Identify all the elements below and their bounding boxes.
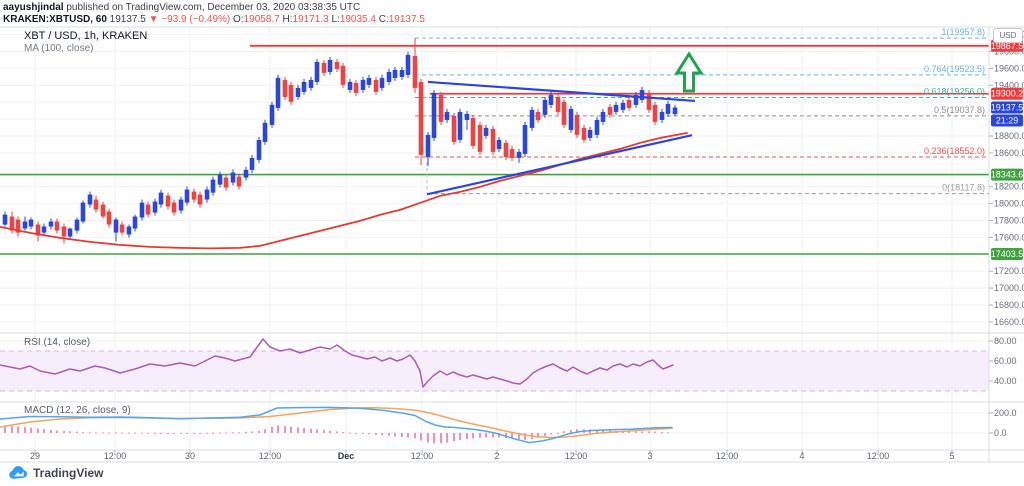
header-text-part: C:	[375, 14, 389, 25]
rsi-line	[0, 338, 674, 388]
svg-text:18800.0: 18800.0	[994, 131, 1024, 141]
svg-text:4: 4	[799, 451, 804, 461]
svg-text:5: 5	[949, 451, 954, 461]
rsi-band	[0, 350, 989, 392]
svg-text:0.764(19523.5): 0.764(19523.5)	[924, 64, 985, 74]
svg-text:0.0: 0.0	[994, 428, 1007, 438]
svg-text:17000.0: 17000.0	[994, 283, 1024, 293]
svg-text:40.00: 40.00	[994, 376, 1017, 386]
svg-text:19867.5: 19867.5	[991, 41, 1024, 51]
macd-series	[0, 406, 673, 444]
panel-separators	[0, 26, 1024, 463]
header-text-part: O:	[230, 14, 244, 25]
svg-text:1(19957.8): 1(19957.8)	[941, 27, 985, 37]
svg-text:17800.0: 17800.0	[994, 216, 1024, 226]
symbol-ohlc-line: KRAKEN:XBTUSD, 60 19137.5 ▼ −93.9 (−0.49…	[3, 14, 425, 25]
svg-text:18000.0: 18000.0	[994, 199, 1024, 209]
svg-text:0.236(18552.0): 0.236(18552.0)	[924, 146, 985, 156]
header-text-part: aayushjindal	[3, 2, 64, 13]
header-text-part: published on TradingView.com, December 0…	[63, 2, 361, 13]
svg-text:21:29: 21:29	[996, 115, 1019, 125]
svg-text:12:00: 12:00	[565, 451, 588, 461]
header-text-part: ▼ −93.9 (−0.49%)	[148, 14, 231, 25]
chart-symbol-title: XBT / USD, 1h, KRAKEN	[24, 30, 148, 42]
tradingview-logo[interactable]: TradingView	[8, 466, 103, 480]
header-text-part: 19137.5	[388, 14, 425, 25]
header-text-part: 19035.4	[339, 14, 376, 25]
ma-indicator-label: MA (100, close)	[24, 43, 94, 54]
header-text-part: 19058.7	[243, 14, 280, 25]
svg-text:Dec: Dec	[338, 451, 355, 461]
time-axis[interactable]: 29 12:00 30 12:00 Dec 12:00 2 12:00 3 12:00 4 12:00…	[30, 450, 955, 461]
svg-text:0.5(19037.8): 0.5(19037.8)	[934, 105, 985, 115]
header-text-part: H:	[279, 14, 293, 25]
svg-text:18600.0: 18600.0	[994, 148, 1024, 158]
trendlines	[426, 80, 696, 196]
header-text-part: 19137.5	[106, 14, 149, 25]
price-axis[interactable]: 20000.019800.019600.019400.018800.018600…	[989, 30, 1024, 438]
svg-text:12:00: 12:00	[411, 451, 434, 461]
svg-text:12:00: 12:00	[867, 451, 890, 461]
ma-line	[0, 132, 688, 250]
svg-text:0(18117.8): 0(18117.8)	[942, 183, 985, 193]
publish-info: aayushjindal published on TradingView.co…	[3, 2, 360, 13]
svg-text:16600.0: 16600.0	[994, 317, 1024, 327]
header-text-part: KRAKEN:XBTUSD, 60	[3, 14, 107, 25]
svg-text:0.618(19256.0): 0.618(19256.0)	[924, 86, 985, 96]
svg-text:12:00: 12:00	[259, 451, 282, 461]
svg-text:18200.0: 18200.0	[994, 182, 1024, 192]
header-text-part: L:	[328, 14, 340, 25]
svg-text:30: 30	[185, 451, 195, 461]
fib-retracement: 1(19957.8) 0.764(19523.5) 0.618(19256.0) 0.…	[415, 27, 989, 195]
tradingview-cloud-icon	[9, 466, 28, 479]
macd-indicator-label: MACD (12, 26, close, 9)	[24, 405, 131, 416]
svg-text:12:00: 12:00	[716, 451, 739, 461]
svg-text:60.00: 60.00	[994, 356, 1017, 366]
candlestick-series	[2, 38, 678, 244]
currency-toggle-button[interactable]: USD	[993, 28, 1023, 43]
svg-text:19600.0: 19600.0	[994, 63, 1024, 73]
svg-text:16800.0: 16800.0	[994, 300, 1024, 310]
svg-text:200.0: 200.0	[994, 408, 1017, 418]
price-badges: 19867.5 19300.2 19137.5 21:29 18343.6 17403.5	[991, 39, 1024, 261]
support-resistance-lines	[0, 44, 989, 255]
svg-text:17600.0: 17600.0	[994, 232, 1024, 242]
rsi-indicator-label: RSI (14, close)	[24, 337, 91, 348]
svg-text:2: 2	[494, 451, 499, 461]
tradingview-logo-text: TradingView	[33, 466, 104, 480]
svg-text:17403.5: 17403.5	[991, 249, 1024, 259]
svg-text:3: 3	[647, 451, 652, 461]
svg-text:80.00: 80.00	[994, 336, 1017, 346]
svg-text:19300.2: 19300.2	[991, 89, 1024, 99]
breakout-arrow-icon	[674, 51, 704, 93]
svg-text:12:00: 12:00	[104, 451, 127, 461]
svg-text:18343.6: 18343.6	[991, 170, 1024, 180]
svg-text:29: 29	[30, 451, 40, 461]
svg-text:19137.5: 19137.5	[991, 102, 1024, 112]
svg-text:19400.0: 19400.0	[994, 80, 1024, 90]
svg-text:17200.0: 17200.0	[994, 266, 1024, 276]
header-text-part: 19171.3	[292, 14, 329, 25]
